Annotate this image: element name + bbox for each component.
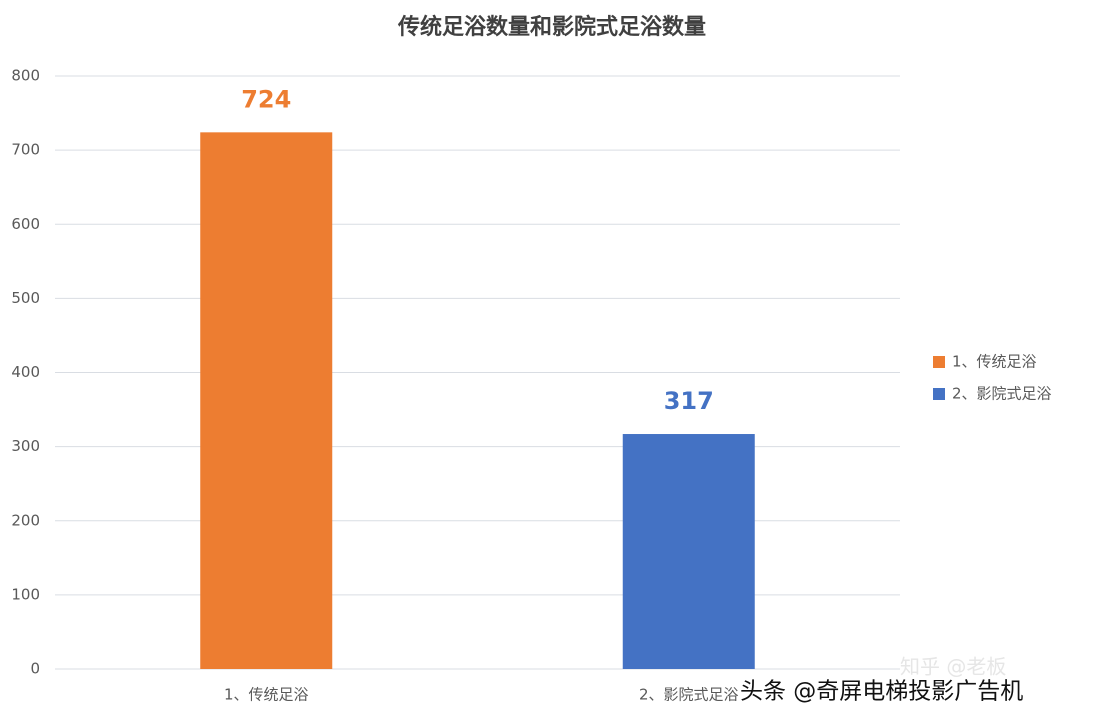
y-tick-label: 800 [11,67,40,85]
y-tick-label: 200 [11,511,40,529]
x-tick-label: 2、影院式足浴 [639,686,739,704]
chart-title: 传统足浴数量和影院式足浴数量 [397,14,706,40]
legend-swatch [933,356,945,368]
value-label: 724 [241,85,291,113]
watermark: 知乎 @老板 [900,655,1006,679]
y-tick-label: 400 [11,363,40,381]
legend-swatch [933,388,945,400]
bar [200,132,333,669]
y-tick-label: 700 [11,141,40,159]
legend-label: 1、传统足浴 [952,353,1037,371]
y-tick-label: 500 [11,289,40,307]
watermark: 头条 @奇屏电梯投影广告机 [740,679,1023,705]
y-tick-label: 600 [11,215,40,233]
x-tick-label: 1、传统足浴 [224,686,309,704]
legend-label: 2、影院式足浴 [952,385,1052,403]
y-tick-label: 0 [30,660,40,678]
y-tick-label: 300 [11,437,40,455]
bar [622,434,755,669]
y-tick-label: 100 [11,585,40,603]
value-label: 317 [664,387,714,415]
